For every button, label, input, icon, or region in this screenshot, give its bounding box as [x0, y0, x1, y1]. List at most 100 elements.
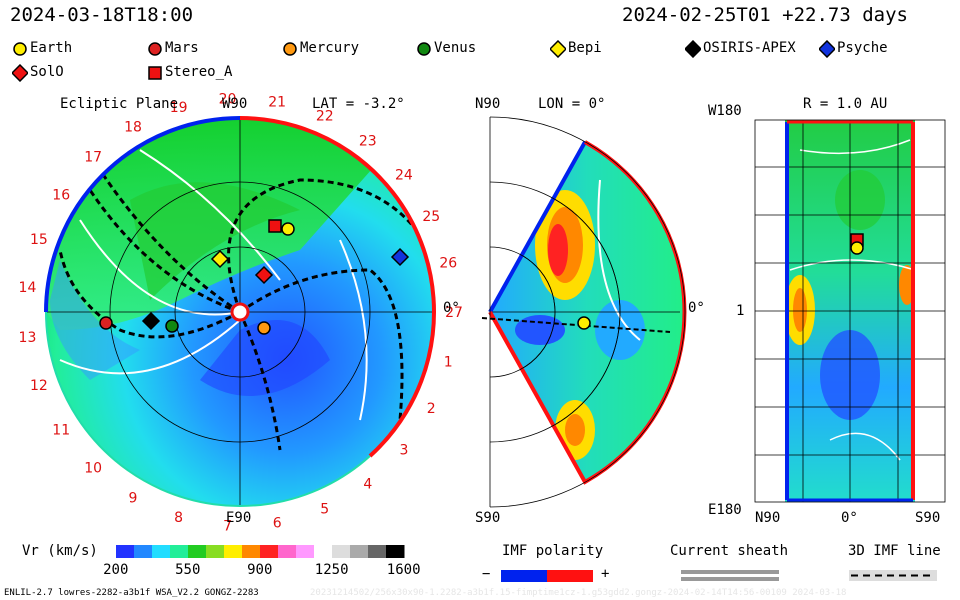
colorbar-segment: [152, 545, 171, 558]
legend-mars-marker: [148, 42, 162, 56]
carrington-label-7: 7: [223, 519, 232, 535]
map-x-left: N90: [755, 510, 781, 526]
legend-bepi-label: Bepi: [568, 40, 602, 56]
meridional-bottom-label: S90: [475, 510, 501, 526]
current-sheath-label: Current sheath: [670, 543, 789, 559]
carrington-label-1: 1: [444, 354, 453, 370]
meridional-lon-label: LON = 0°: [538, 96, 606, 112]
carrington-label-13: 13: [19, 330, 37, 346]
carrington-label-20: 20: [219, 91, 237, 107]
carrington-label-23: 23: [359, 133, 377, 149]
marker-earth-9: [577, 316, 591, 330]
imf-minus-label: −: [482, 566, 491, 582]
carrington-label-24: 24: [395, 167, 413, 183]
colorbar-segment: [386, 545, 405, 558]
marker-venus-4: [165, 319, 179, 333]
marker-earth-11: [850, 241, 864, 255]
carrington-label-6: 6: [273, 516, 282, 532]
map-panel: [754, 119, 946, 503]
carrington-label-22: 22: [316, 109, 334, 125]
carrington-label-27: 27: [445, 305, 463, 321]
right-datetime: 2024-02-25T01 +22.73 days: [622, 4, 908, 26]
colorbar-segment: [224, 545, 243, 558]
meridional-panel: [481, 116, 687, 508]
current-sheath-line-2: [681, 577, 779, 581]
map-x-right: S90: [915, 510, 941, 526]
imf-line-label: 3D IMF line: [848, 543, 941, 559]
legend-psyche-marker: [819, 40, 835, 58]
ecliptic-zero-label: 0°: [443, 300, 460, 316]
left-datetime: 2024-03-18T18:00: [10, 4, 194, 26]
carrington-label-17: 17: [84, 149, 102, 165]
carrington-label-12: 12: [30, 378, 48, 394]
carrington-label-16: 16: [52, 187, 70, 203]
colorbar-segment: [134, 545, 153, 558]
meridional-zero-label: 0°: [688, 300, 705, 316]
carrington-label-19: 19: [170, 100, 188, 116]
legend-psyche-label: Psyche: [837, 40, 888, 56]
imf-polarity-label: IMF polarity: [502, 543, 604, 559]
legend-osiris-apex-marker: [685, 40, 701, 58]
colorbar-tick-900: 900: [247, 562, 273, 578]
map-x-mid: 0°: [841, 510, 858, 526]
colorbar-segment: [368, 545, 387, 558]
marker-stereo-a-1: [268, 219, 282, 233]
carrington-label-9: 9: [129, 490, 138, 506]
map-y-bottom: E180: [708, 502, 742, 518]
colorbar-segment: [206, 545, 225, 558]
carrington-label-3: 3: [399, 443, 408, 459]
marker-bepi-5: [210, 249, 230, 269]
legend-earth-label: Earth: [30, 40, 73, 56]
carrington-label-5: 5: [320, 501, 329, 517]
colorbar-tick-550: 550: [175, 562, 201, 578]
carrington-label-15: 15: [30, 232, 48, 248]
body-markers: [99, 219, 864, 335]
carrington-label-11: 11: [52, 423, 70, 439]
colorbar-segment: [242, 545, 261, 558]
ecliptic-panel: [44, 116, 436, 507]
legend-solo-marker: [12, 64, 28, 82]
map-y-mid: 1: [736, 303, 745, 319]
imf-legends: [501, 570, 937, 582]
carrington-label-25: 25: [422, 209, 440, 225]
legend-venus-marker: [417, 42, 431, 56]
carrington-label-21: 21: [268, 94, 286, 110]
ecliptic-title: Ecliptic Plane: [60, 96, 179, 112]
colorbar-segment: [278, 545, 297, 558]
colorbar-tick-1600: 1600: [386, 562, 421, 578]
map-title: R = 1.0 AU: [803, 96, 888, 112]
colorbar-segment: [116, 545, 135, 558]
marker-psyche-7: [390, 247, 410, 267]
ecliptic-bottom-label: E90: [226, 510, 252, 526]
marker-mars-2: [99, 316, 113, 330]
legend-earth-marker: [13, 42, 27, 56]
legend-venus-label: Venus: [434, 40, 477, 56]
ecliptic-top-label: W90: [222, 96, 248, 112]
meridional-top-label: N90: [475, 96, 501, 112]
carrington-label-2: 2: [427, 401, 436, 417]
legend-osiris-apex-label: OSIRIS-APEX: [703, 40, 796, 56]
colorbar-segment: [260, 545, 279, 558]
marker-solo-8: [254, 265, 274, 285]
colorbar-label: Vr (km/s): [22, 543, 98, 559]
imf-plus-label: +: [601, 566, 610, 582]
ecliptic-lat-label: LAT = -3.2°: [312, 96, 405, 112]
imf-positive-swatch: [547, 570, 593, 582]
faint-run-info: 20231214502/256x30x90-1.2282-a3b1f.15-fi…: [310, 588, 847, 598]
colorbar-segment: [170, 545, 189, 558]
marker-earth-0: [281, 222, 295, 236]
imf-negative-swatch: [501, 570, 547, 582]
current-sheath-line-1: [681, 570, 779, 574]
colorbar-segment: [296, 545, 315, 558]
carrington-label-10: 10: [84, 461, 102, 477]
marker-osiris-apex-6: [141, 311, 161, 331]
colorbar-segment: [332, 545, 351, 558]
carrington-label-8: 8: [174, 510, 183, 526]
legend-mars-label: Mars: [165, 40, 199, 56]
legend-stereo-a-label: Stereo_A: [165, 64, 233, 80]
colorbar-tick-200: 200: [103, 562, 129, 578]
legend-stereo-a-marker: [148, 66, 162, 80]
carrington-label-14: 14: [19, 280, 37, 296]
